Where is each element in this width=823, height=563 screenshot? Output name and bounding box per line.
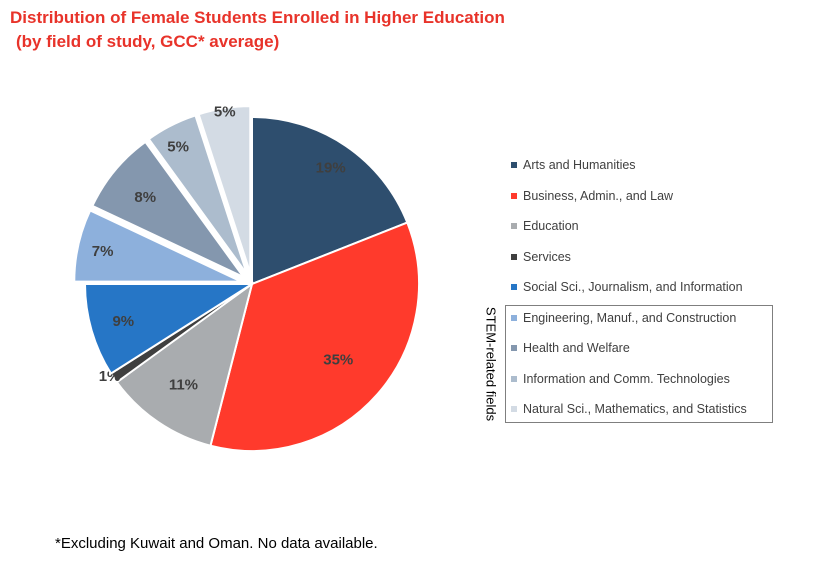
pie-slice (83, 283, 256, 375)
legend-item: Business, Admin., and Law (511, 184, 781, 215)
slice-data-label: 5% (167, 138, 189, 155)
legend-swatch (511, 314, 517, 321)
slice-data-label: 8% (134, 189, 156, 206)
legend-swatch (511, 192, 517, 199)
legend-label: Health and Welfare (523, 341, 630, 355)
legend-label: Business, Admin., and Law (523, 188, 674, 203)
legend-item: Information and Comm. Technologies (511, 367, 781, 398)
legend-item: Arts and Humanities (511, 153, 781, 184)
chart-title-line2: (by field of study, GCC* average) (16, 32, 280, 51)
legend-label: Information and Comm. Technologies (523, 371, 730, 386)
legend-swatch (511, 162, 517, 168)
pie-slice (73, 209, 242, 283)
legend-swatch (511, 345, 517, 351)
pie-slice (147, 114, 248, 275)
legend-swatch (511, 223, 517, 229)
legend-label: Engineering, Manuf., and Construction (523, 310, 737, 325)
slice-data-label: 7% (92, 243, 114, 260)
pie-slice (91, 140, 245, 278)
pie-slice (115, 281, 254, 447)
legend-item: Social Sci., Journalism, and Information (511, 275, 781, 306)
legend: Arts and Humanities Business, Admin., and… (511, 153, 781, 428)
legend-item: Engineering, Manuf., and Construction (511, 306, 781, 337)
slice-data-label: 35% (323, 352, 353, 369)
legend-swatch (511, 284, 517, 290)
slice-data-label: 9% (112, 313, 134, 330)
footnote: *Excluding Kuwait and Oman. No data avai… (55, 535, 378, 552)
legend-swatch (511, 375, 517, 382)
chart-title-line1: Distribution of Female Students Enrolled… (10, 8, 505, 27)
legend-label: Services (523, 249, 571, 264)
slice-data-label: 19% (316, 160, 346, 177)
pie-slice (209, 221, 420, 452)
legend-swatch (511, 253, 517, 260)
pie-slice (251, 115, 409, 286)
legend-item: Natural Sci., Mathematics, and Statistic… (511, 397, 781, 428)
chart-title: Distribution of Female Students Enrolled… (10, 6, 505, 54)
legend-item: Health and Welfare (511, 336, 781, 367)
slice-data-label: 1% (99, 368, 121, 385)
slice-data-label: 5% (214, 104, 236, 121)
legend-item: Education (511, 214, 781, 245)
legend-swatch (511, 406, 517, 412)
legend-item: Services (511, 245, 781, 276)
legend-label: Natural Sci., Mathematics, and Statistic… (523, 402, 747, 416)
legend-label: Arts and Humanities (523, 158, 636, 172)
stem-group-label: STEM-related fields (483, 306, 499, 422)
legend-label: Education (523, 219, 579, 233)
legend-label: Social Sci., Journalism, and Information (523, 280, 743, 294)
slice-data-label: 11% (169, 376, 198, 393)
pie-slice (197, 105, 252, 274)
stem-group-box (505, 305, 773, 423)
